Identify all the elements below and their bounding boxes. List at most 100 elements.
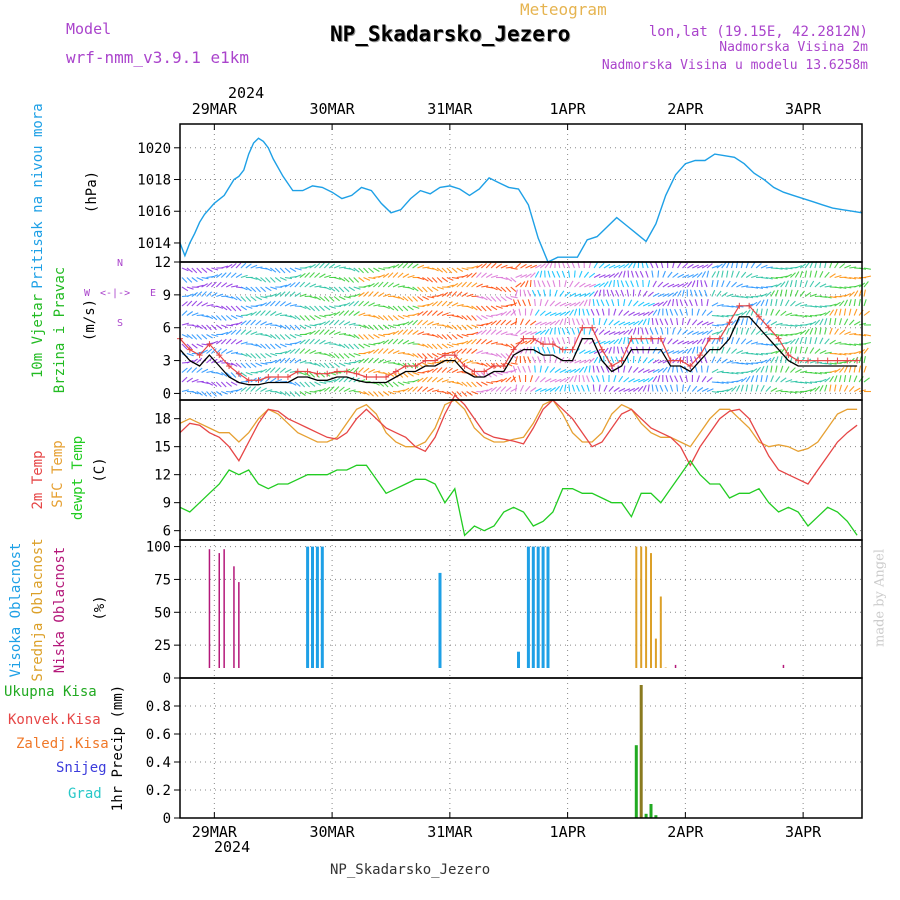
wind-arrow: [716, 314, 724, 318]
wind-arrow: [201, 381, 209, 385]
wind-arrow: [613, 279, 615, 288]
wind-arrow: [456, 315, 464, 320]
wind-arrow: [834, 352, 842, 356]
wind-arrow: [704, 280, 708, 288]
wind-arrow: [328, 296, 335, 302]
wind-arrow: [485, 387, 493, 392]
wind-arrow: [402, 339, 410, 345]
high_cloud-bar: [531, 546, 535, 668]
wind-arrow: [407, 320, 414, 326]
frz-precip-label: Zaledj.Kisa: [16, 736, 109, 752]
wind-arrow: [561, 337, 566, 345]
wind-arrow: [848, 375, 852, 383]
high_cloud-bar: [311, 546, 314, 668]
wind-arrow: [260, 310, 266, 316]
wind-arrow: [672, 299, 675, 307]
wind-arrow: [564, 369, 572, 374]
wind-arrow: [456, 324, 462, 331]
wind-arrow: [274, 367, 281, 373]
low_cloud-bar: [674, 664, 677, 668]
wind-arrow: [471, 331, 479, 336]
wind-arrow: [701, 271, 706, 278]
wind-arrow: [353, 267, 360, 273]
wind-arrow: [667, 365, 672, 373]
y-tick-label: 0.8: [146, 699, 171, 715]
wind-arrow: [647, 302, 655, 307]
wind-arrow: [466, 381, 472, 388]
wind-arrow: [824, 285, 832, 288]
wind-arrow: [819, 378, 827, 383]
wind-arrow: [541, 346, 546, 354]
wind-arrow: [358, 367, 364, 373]
wind-arrow: [721, 270, 724, 278]
wind-arrow: [568, 384, 571, 392]
wind-arrow: [387, 265, 395, 269]
wind-arrow: [265, 334, 273, 338]
wind-arrow: [348, 267, 356, 272]
wind-arrow: [181, 376, 188, 383]
wind-arrow: [490, 305, 498, 311]
wind-arrow: [696, 387, 704, 392]
wind-arrow: [279, 267, 286, 274]
wind-arrow: [569, 302, 577, 307]
wind-arrow: [590, 375, 595, 383]
wind-arrow: [721, 389, 729, 393]
wind-arrow: [309, 362, 317, 366]
wind-arrow: [270, 293, 278, 298]
wind-arrow: [358, 358, 365, 364]
wind-arrow: [520, 330, 527, 335]
wind-arrow: [392, 263, 400, 269]
wind-arrow: [765, 319, 772, 326]
wind-arrow: [765, 291, 772, 297]
wind-arrow: [235, 362, 242, 368]
wind-arrow: [255, 370, 263, 374]
wind-arrow: [593, 349, 601, 354]
wind-arrow: [515, 282, 522, 288]
wind-arrow: [552, 280, 556, 288]
wind-arrow: [843, 318, 849, 326]
wind-arrow: [240, 341, 248, 345]
wind-arrow: [843, 365, 848, 373]
wind-arrow: [524, 280, 529, 288]
wind-arrow: [549, 327, 553, 335]
wind-arrow: [863, 365, 867, 373]
wind-arrow: [711, 271, 716, 278]
wind-arrow: [765, 375, 769, 383]
wind-arrow: [799, 279, 803, 288]
wind-arrow: [667, 338, 673, 345]
wind-arrow: [304, 324, 312, 329]
wind-arrow: [681, 318, 684, 326]
wind-arrow: [711, 289, 716, 297]
wind-arrow: [206, 315, 214, 320]
wind-arrow: [568, 317, 571, 326]
wind-arrow: [451, 291, 458, 297]
wind-arrow: [775, 289, 779, 297]
wind-arrow: [829, 303, 837, 307]
precip-bar: [654, 815, 658, 818]
wind-arrow: [294, 348, 301, 354]
wind-arrow: [181, 343, 188, 350]
wind-arrow: [260, 368, 267, 373]
high_cloud-bar: [315, 546, 319, 668]
wind-arrow: [863, 310, 870, 316]
wind-arrow: [383, 293, 390, 298]
wind-arrow: [230, 381, 238, 386]
wind-arrow: [672, 350, 680, 355]
wind-arrow: [461, 340, 469, 345]
wind-arrow: [201, 334, 208, 340]
wind-arrow: [265, 389, 273, 393]
wind-arrow: [584, 292, 591, 297]
wind-arrow: [255, 362, 263, 367]
wind-arrow: [319, 296, 326, 302]
wind-arrow: [726, 347, 731, 354]
wind-arrow: [633, 378, 641, 383]
frame-layer: [179, 123, 863, 819]
wind-arrow: [637, 289, 642, 297]
wind-arrow: [431, 367, 438, 373]
wind-arrow: [363, 276, 371, 281]
wind-arrow: [784, 346, 789, 354]
wind-arrow: [790, 380, 798, 383]
wind-arrow: [191, 324, 199, 328]
wind-arrow: [603, 274, 611, 278]
wind-arrow: [431, 267, 439, 272]
